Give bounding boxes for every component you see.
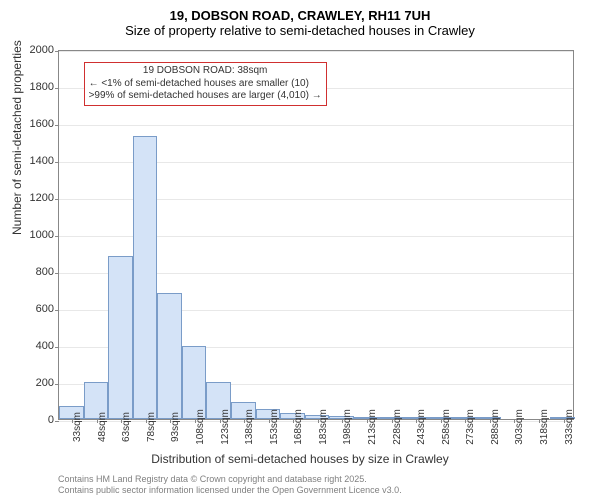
- ytick-label: 400: [14, 340, 54, 352]
- xtick-label: 183sqm: [318, 409, 329, 445]
- xtick-label: 228sqm: [392, 409, 403, 445]
- histogram-bar: [182, 346, 207, 419]
- chart-container: 19, DOBSON ROAD, CRAWLEY, RH11 7UH Size …: [0, 0, 600, 500]
- xtick-label: 243sqm: [416, 409, 427, 445]
- histogram-bar: [108, 256, 133, 419]
- callout-smaller: ← <1% of semi-detached houses are smalle…: [89, 78, 322, 91]
- xtick-label: 273sqm: [465, 409, 476, 445]
- histogram-bar: [133, 136, 158, 419]
- ytick-label: 1600: [14, 118, 54, 130]
- ytick-label: 800: [14, 266, 54, 278]
- callout-larger: >99% of semi-detached houses are larger …: [89, 90, 322, 103]
- ytick-label: 2000: [14, 44, 54, 56]
- ytick-label: 600: [14, 303, 54, 315]
- chart-title-sub: Size of property relative to semi-detach…: [0, 23, 600, 44]
- attribution-line1: Contains HM Land Registry data © Crown c…: [58, 474, 402, 485]
- xtick-label: 93sqm: [170, 412, 181, 442]
- callout-headline: 19 DOBSON ROAD: 38sqm: [89, 65, 322, 78]
- ytick-label: 1400: [14, 155, 54, 167]
- x-axis-label: Distribution of semi-detached houses by …: [0, 452, 600, 466]
- ytick-label: 1200: [14, 192, 54, 204]
- gridline: [59, 125, 573, 126]
- plot-area: 33sqm48sqm63sqm78sqm93sqm108sqm123sqm138…: [58, 50, 574, 420]
- gridline: [59, 51, 573, 52]
- xtick-label: 258sqm: [441, 409, 452, 445]
- xtick-label: 213sqm: [367, 409, 378, 445]
- xtick-label: 153sqm: [269, 409, 280, 445]
- y-axis-label: Number of semi-detached properties: [10, 40, 24, 235]
- xtick-label: 123sqm: [220, 409, 231, 445]
- property-callout: 19 DOBSON ROAD: 38sqm ← <1% of semi-deta…: [84, 62, 327, 106]
- xtick-label: 318sqm: [539, 409, 550, 445]
- xtick-label: 333sqm: [564, 409, 575, 445]
- chart-title-main: 19, DOBSON ROAD, CRAWLEY, RH11 7UH: [0, 0, 600, 23]
- attribution-line2: Contains public sector information licen…: [58, 485, 402, 496]
- histogram-bar: [157, 293, 182, 419]
- xtick-label: 33sqm: [72, 412, 83, 442]
- xtick-label: 138sqm: [244, 409, 255, 445]
- xtick-label: 303sqm: [514, 409, 525, 445]
- ytick-label: 1000: [14, 229, 54, 241]
- attribution: Contains HM Land Registry data © Crown c…: [58, 474, 402, 496]
- ytick-label: 200: [14, 377, 54, 389]
- xtick-label: 78sqm: [146, 412, 157, 442]
- xtick-label: 288sqm: [490, 409, 501, 445]
- xtick-label: 63sqm: [121, 412, 132, 442]
- xtick-label: 108sqm: [195, 409, 206, 445]
- xtick-label: 48sqm: [97, 412, 108, 442]
- xtick-label: 168sqm: [293, 409, 304, 445]
- ytick-label: 1800: [14, 81, 54, 93]
- ytick-label: 0: [14, 414, 54, 426]
- xtick-label: 198sqm: [342, 409, 353, 445]
